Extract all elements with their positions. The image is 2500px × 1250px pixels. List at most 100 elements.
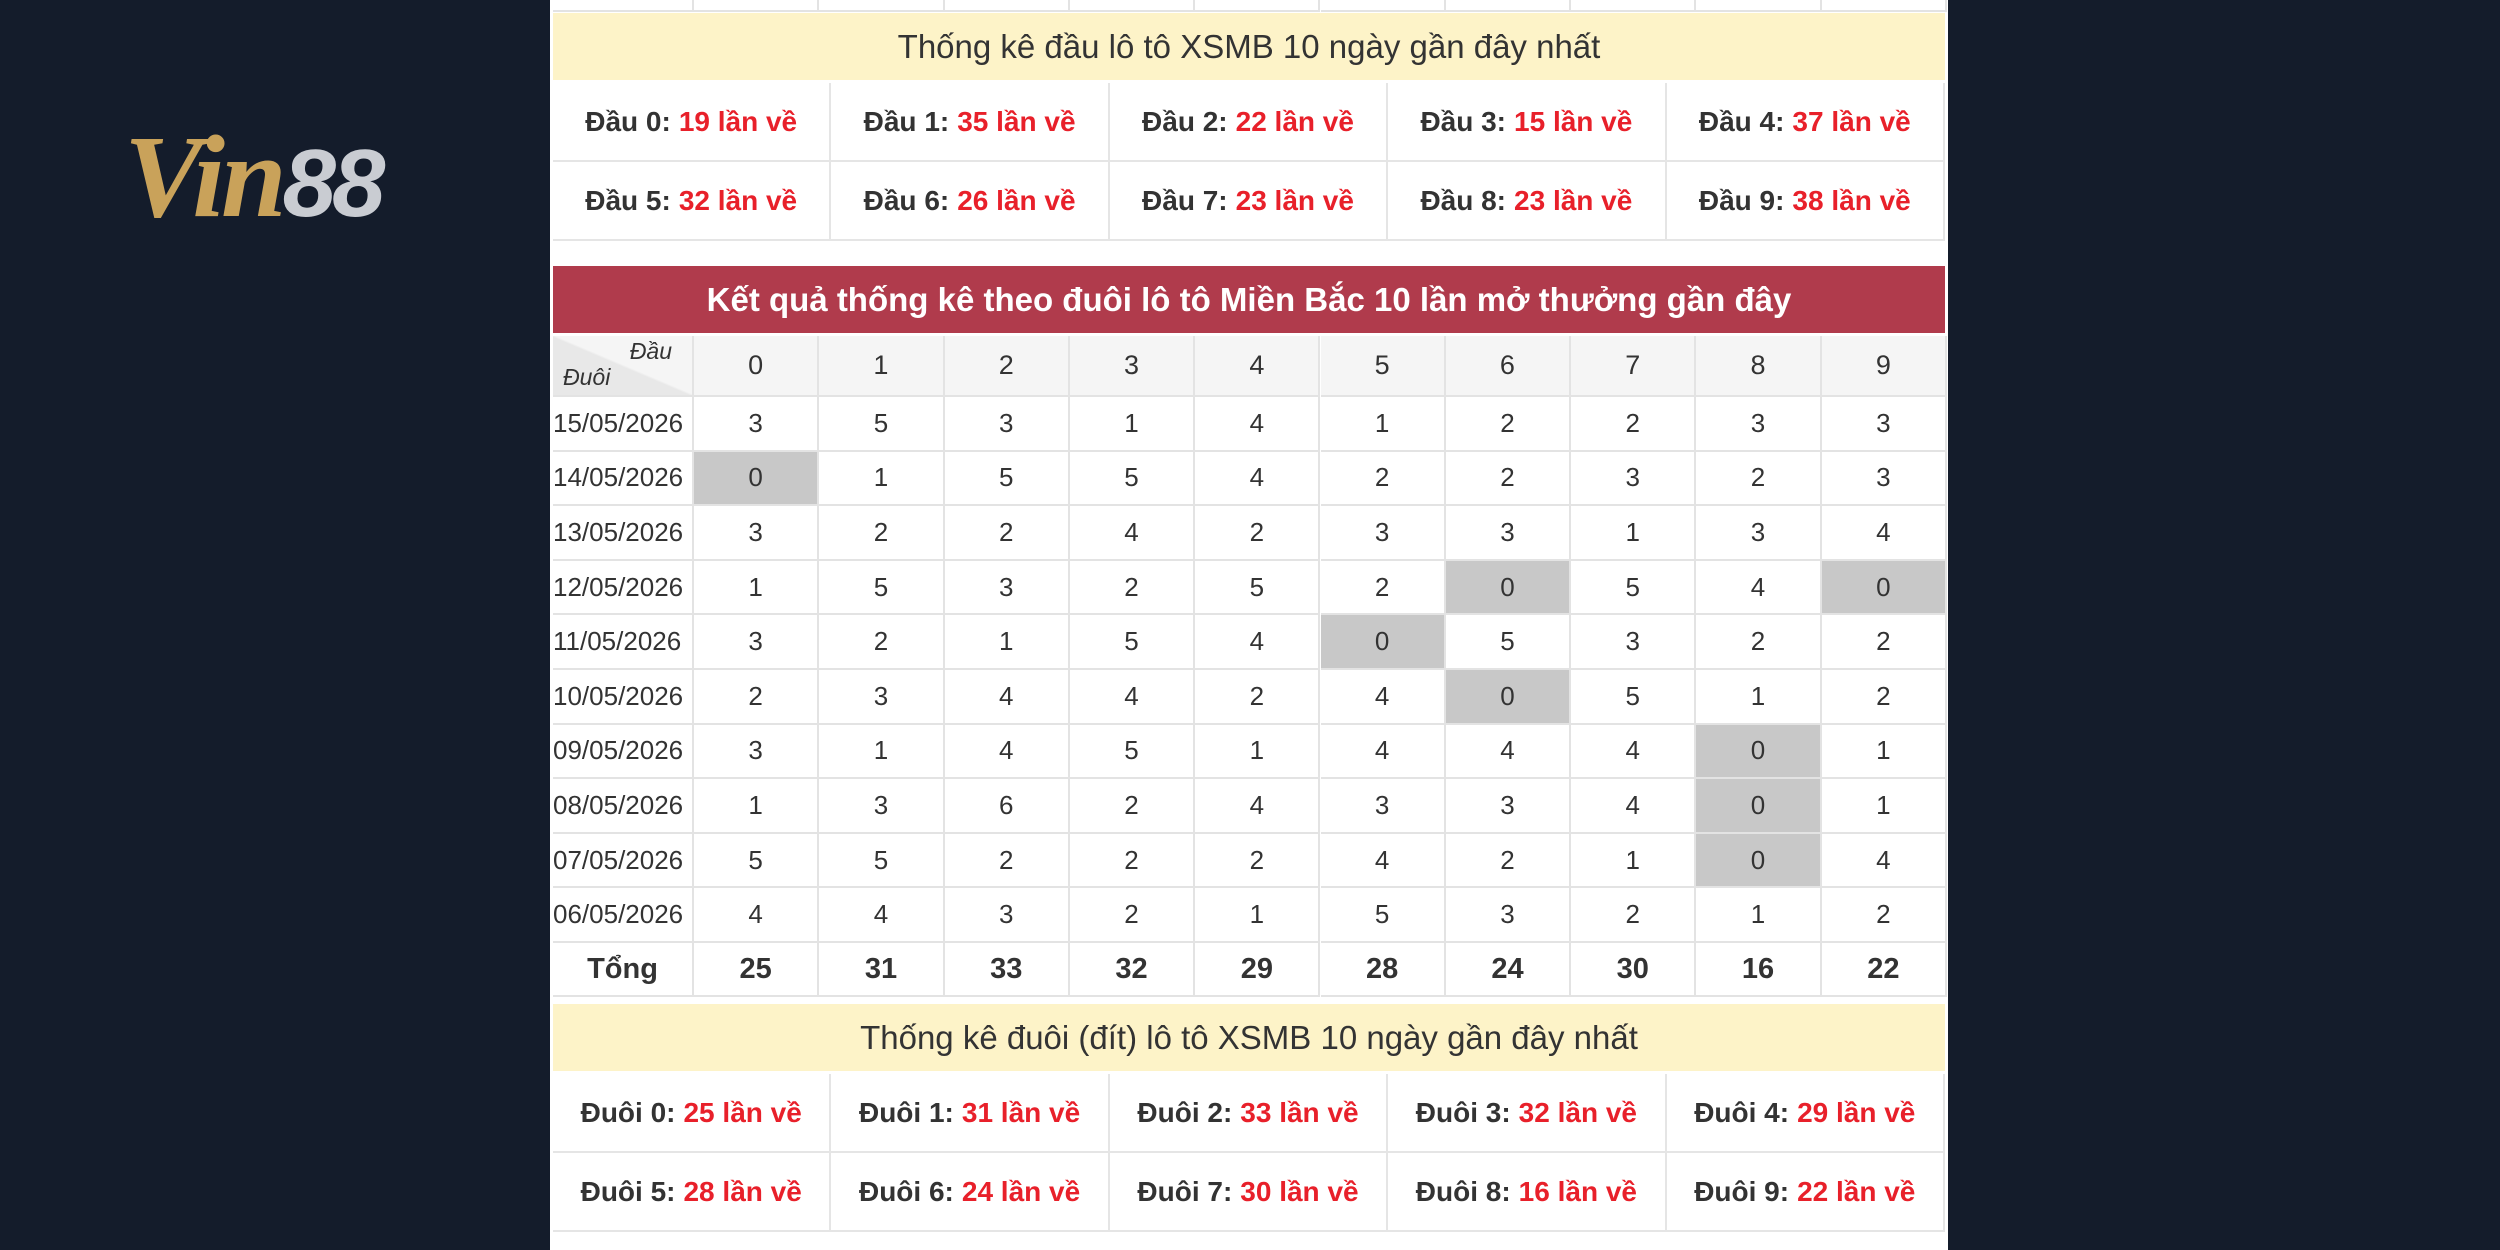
cell-value: 2 <box>1445 451 1572 507</box>
cell-value: 2 <box>1821 615 1947 670</box>
stat-count: 32 lần về <box>1518 1096 1637 1128</box>
cell-value: 1 <box>819 451 945 507</box>
stat-count: 23 lần về <box>1514 184 1633 216</box>
stat-label: Đuôi 7: <box>1137 1175 1233 1207</box>
row-date: 10/05/2026 <box>553 670 694 725</box>
top-row <box>694 0 820 12</box>
stat-label: Đầu 7: <box>1142 184 1228 216</box>
cell-value: 2 <box>819 506 945 561</box>
cell-value: 5 <box>1195 560 1321 616</box>
column-header: 6 <box>1445 336 1572 397</box>
corner: Đầu Đuôi <box>553 336 694 397</box>
stat-label: Đuôi 1: <box>858 1096 954 1128</box>
cell-value: 5 <box>1571 560 1697 616</box>
row-date: 14/05/2026 <box>553 451 694 507</box>
cell-value: 4 <box>1320 724 1446 780</box>
stat-item: Đầu 2: 22 lần về <box>1109 83 1389 162</box>
stat-item: Đầu 0: 19 lần về <box>553 83 832 162</box>
stat-label: Đầu 1: <box>863 105 950 137</box>
cell-value: 3 <box>1320 779 1446 834</box>
cell-value: 4 <box>819 888 945 943</box>
cell-value: 1 <box>944 615 1070 670</box>
column-header: 7 <box>1571 336 1697 397</box>
cell-value: 3 <box>1821 451 1947 507</box>
cell-value: 0 <box>1445 670 1572 725</box>
cell-value: 4 <box>1195 451 1321 507</box>
cell-value: 2 <box>1696 451 1822 507</box>
stat-label: Đầu 3: <box>1420 105 1507 137</box>
cell-value: 3 <box>694 397 820 452</box>
stat-count: 26 lần về <box>957 184 1076 216</box>
cell-value: 2 <box>1069 560 1196 616</box>
cell-value: 2 <box>1069 833 1196 889</box>
cell-value: 1 <box>1696 670 1822 725</box>
cell-value: 5 <box>819 560 945 616</box>
cell-value: 1 <box>1821 724 1947 780</box>
cell-value: 3 <box>694 724 820 780</box>
corner-bottom: Đuôi <box>563 364 611 390</box>
stat-label: Đầu 9: <box>1698 184 1785 216</box>
cell-value: 5 <box>1069 451 1196 507</box>
cell-value: 2 <box>944 833 1070 889</box>
stat-label: Đuôi 8: <box>1415 1175 1511 1207</box>
cell-value: 2 <box>1696 615 1822 670</box>
stat-item: Đầu 5: 32 lần về <box>553 162 832 241</box>
cell-value: 5 <box>819 397 945 452</box>
stat-item: Đuôi 2: 33 lần về <box>1109 1074 1389 1153</box>
total-value: 28 <box>1320 943 1446 997</box>
row-date: 11/05/2026 <box>553 615 694 670</box>
cell-value: 2 <box>819 615 945 670</box>
cell-value: 2 <box>1320 560 1446 616</box>
cell-value: 4 <box>1069 506 1196 561</box>
logo[interactable]: Vin88 <box>124 108 386 245</box>
stat-label: Đuôi 5: <box>580 1175 676 1207</box>
column-header: 2 <box>944 336 1070 397</box>
cell-value: 4 <box>1195 397 1321 452</box>
cell-value: 3 <box>1445 506 1572 561</box>
total-value: 29 <box>1195 943 1321 997</box>
row-date: 09/05/2026 <box>553 724 694 780</box>
logo-text: Vin <box>124 111 287 242</box>
top-row <box>1320 0 1446 12</box>
stat-label: Đầu 5: <box>585 184 671 216</box>
cell-value: 1 <box>694 560 820 616</box>
cell-value: 4 <box>1445 724 1572 780</box>
cell-value: 2 <box>1445 397 1572 452</box>
table-title: Kết quả thống kê theo đuôi lô tô Miền Bắ… <box>553 266 1945 333</box>
logo-number: 88 <box>282 130 386 237</box>
cell-value: 4 <box>1696 560 1822 616</box>
stat-item: Đuôi 8: 16 lần về <box>1388 1153 1667 1232</box>
cell-value: 5 <box>1320 888 1446 943</box>
stat-item: Đầu 8: 23 lần về <box>1388 162 1667 241</box>
cell-value: 3 <box>1445 888 1572 943</box>
cell-value: 1 <box>1195 724 1321 780</box>
cell-value: 0 <box>1696 833 1822 889</box>
cell-value: 4 <box>1320 833 1446 889</box>
stat-item: Đuôi 7: 30 lần về <box>1109 1153 1389 1232</box>
stat-label: Đầu 8: <box>1420 184 1507 216</box>
stat-item: Đầu 3: 15 lần về <box>1388 83 1667 162</box>
row-date: 07/05/2026 <box>553 833 694 889</box>
cell-value: 3 <box>944 397 1070 452</box>
stat-count: 29 lần về <box>1797 1096 1916 1128</box>
column-header: 5 <box>1320 336 1446 397</box>
column-header: 4 <box>1195 336 1321 397</box>
stat-item: Đuôi 1: 31 lần về <box>831 1074 1110 1153</box>
stat-item: Đuôi 6: 24 lần về <box>831 1153 1110 1232</box>
column-header: 0 <box>694 336 820 397</box>
total-value: 30 <box>1571 943 1697 997</box>
cell-value: 4 <box>1571 779 1697 834</box>
stat-label: Đầu 2: <box>1142 105 1228 137</box>
cell-value: 5 <box>1069 615 1196 670</box>
column-header: 1 <box>819 336 945 397</box>
total-label: Tổng <box>553 943 694 997</box>
cell-value: 2 <box>1571 397 1697 452</box>
cell-value: 4 <box>1320 670 1446 725</box>
stat-label: Đuôi 2: <box>1137 1096 1233 1128</box>
stat-label: Đầu 0: <box>585 105 671 137</box>
cell-value: 1 <box>1571 506 1697 561</box>
cell-value: 3 <box>694 506 820 561</box>
row-date: 13/05/2026 <box>553 506 694 561</box>
section-header: Thống kê đầu lô tô XSMB 10 ngày gần đây … <box>553 13 1945 80</box>
